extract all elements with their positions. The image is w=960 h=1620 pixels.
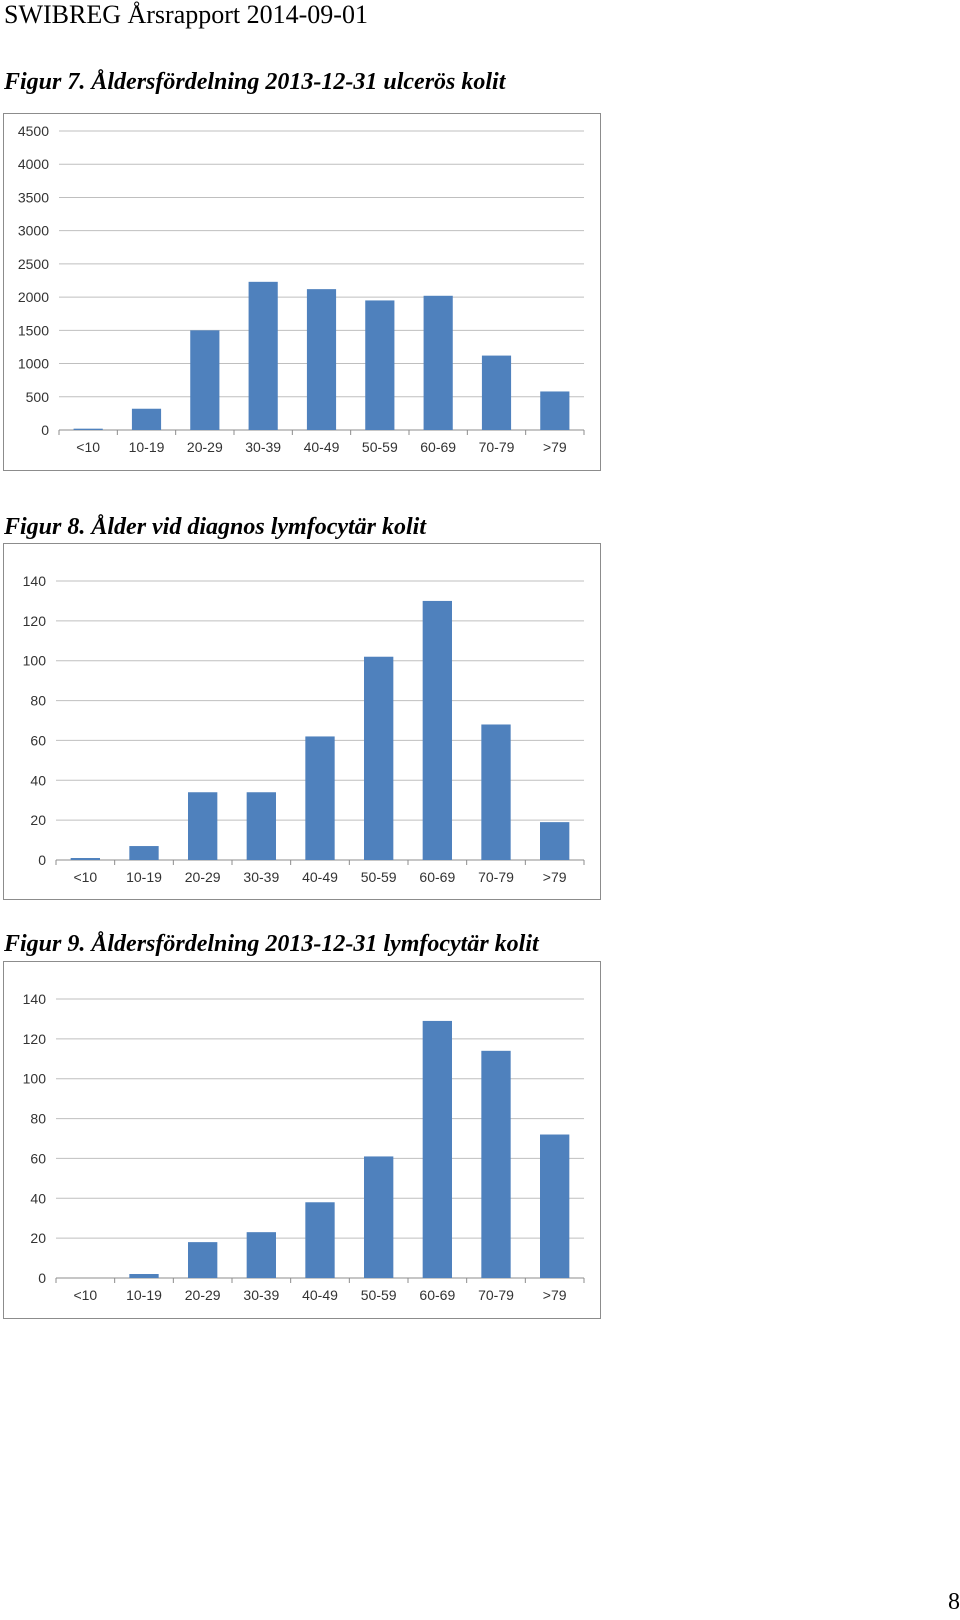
figure-7-svg: 0 500 1000 1500 2000 2500 3000 3500 4000 4500 <10 1… <box>18 123 585 455</box>
y-tick-label: 40 <box>30 772 46 788</box>
figure-8-caption: Figur 8. Ålder vid diagnos lymfocytär ko… <box>4 514 427 540</box>
y-tick-label: 4000 <box>18 156 49 172</box>
x-tick-label: 10-19 <box>126 1287 162 1303</box>
figure-7-chart: 0 500 1000 1500 2000 2500 3000 3500 4000 4500 <10 1… <box>3 113 601 471</box>
y-tick-label: 100 <box>23 653 47 669</box>
y-tick-label: 500 <box>26 389 50 405</box>
y-tick-label: 80 <box>30 693 46 709</box>
y-tick-label: 140 <box>23 573 47 589</box>
bar <box>129 1274 159 1278</box>
figure-8-chart: 0 20 40 60 80 100 120 140 <10 10-19 20-29 30-39 40-4… <box>3 543 601 900</box>
figure-8-svg: 0 20 40 60 80 100 120 140 <10 10-19 20-29 30-39 40-4… <box>23 573 585 885</box>
y-tick-label: 3000 <box>18 223 49 239</box>
x-tick-label: 40-49 <box>302 869 338 885</box>
y-tick-label: 140 <box>23 991 47 1007</box>
x-tick-label: 70-79 <box>479 439 515 455</box>
bar <box>422 1020 452 1278</box>
figure-9-chart: 0 20 40 60 80 100 120 140 <10 10-19 20-29 30-39 40-4… <box>3 961 601 1319</box>
bar <box>248 281 278 430</box>
x-tick-label: 20-29 <box>185 1287 221 1303</box>
y-tick-label: 2000 <box>18 289 49 305</box>
x-tick-label: 30-39 <box>243 869 279 885</box>
y-tick-label: 20 <box>30 1230 46 1246</box>
y-tick-label: 0 <box>38 1270 46 1286</box>
figure-9-caption: Figur 9. Åldersfördelning 2013-12-31 lym… <box>4 931 539 957</box>
x-tick-label: 10-19 <box>126 869 162 885</box>
y-tick-label: 3500 <box>18 189 49 205</box>
bar <box>481 355 512 430</box>
bar <box>364 656 394 860</box>
y-tick-label: 120 <box>23 613 47 629</box>
y-tick-label: 120 <box>23 1031 47 1047</box>
bar <box>188 792 218 860</box>
x-tick-label: 40-49 <box>304 439 340 455</box>
x-tick-label: <10 <box>73 1287 97 1303</box>
y-tick-label: 60 <box>30 732 46 748</box>
bar <box>540 1134 570 1278</box>
y-tick-label: 4500 <box>18 123 49 139</box>
x-tick-label: >79 <box>543 869 567 885</box>
x-tick-label: >79 <box>543 439 567 455</box>
y-tick-label: 1500 <box>18 322 49 338</box>
x-tick-label: 20-29 <box>185 869 221 885</box>
x-tick-label: 50-59 <box>361 869 397 885</box>
y-tick-label: 40 <box>30 1190 46 1206</box>
x-tick-label: 70-79 <box>478 869 514 885</box>
x-tick-label: <10 <box>76 439 100 455</box>
bar <box>131 408 162 430</box>
x-tick-label: 50-59 <box>362 439 398 455</box>
bar <box>423 295 453 430</box>
x-tick-label: 30-39 <box>243 1287 279 1303</box>
bar <box>364 1156 394 1278</box>
x-tick-label: <10 <box>73 869 97 885</box>
y-tick-label: 0 <box>41 422 49 438</box>
bar <box>188 1242 218 1278</box>
y-tick-label: 80 <box>30 1111 46 1127</box>
figure-9-svg: 0 20 40 60 80 100 120 140 <10 10-19 20-29 30-39 40-4… <box>23 991 585 1303</box>
bar <box>73 428 103 430</box>
bar <box>305 736 335 860</box>
bar <box>540 822 570 860</box>
x-tick-label: 50-59 <box>361 1287 397 1303</box>
bar <box>481 724 511 860</box>
x-tick-label: 60-69 <box>420 439 456 455</box>
bar <box>305 1202 335 1278</box>
x-tick-label: >79 <box>543 1287 567 1303</box>
bar <box>422 600 452 860</box>
bar <box>246 1232 276 1278</box>
figure-7-caption: Figur 7. Åldersfördelning 2013-12-31 ulc… <box>4 69 506 95</box>
bar <box>365 300 395 430</box>
bar <box>540 391 570 430</box>
x-tick-label: 60-69 <box>419 869 455 885</box>
page-number: 8 <box>948 1589 960 1615</box>
y-tick-label: 60 <box>30 1150 46 1166</box>
bar <box>129 846 159 860</box>
report-header: SWIBREG Årsrapport 2014-09-01 <box>4 0 368 29</box>
x-tick-label: 60-69 <box>419 1287 455 1303</box>
x-tick-label: 10-19 <box>129 439 165 455</box>
y-tick-label: 1000 <box>18 356 49 372</box>
y-tick-label: 100 <box>23 1071 47 1087</box>
bar <box>70 858 100 860</box>
x-tick-label: 30-39 <box>245 439 281 455</box>
x-tick-label: 70-79 <box>478 1287 514 1303</box>
x-tick-label: 40-49 <box>302 1287 338 1303</box>
y-tick-label: 2500 <box>18 256 49 272</box>
y-tick-label: 0 <box>38 852 46 868</box>
bar <box>306 289 337 430</box>
x-tick-label: 20-29 <box>187 439 223 455</box>
bar <box>481 1050 511 1278</box>
bar <box>190 330 220 430</box>
bar <box>246 792 276 860</box>
y-tick-label: 20 <box>30 812 46 828</box>
